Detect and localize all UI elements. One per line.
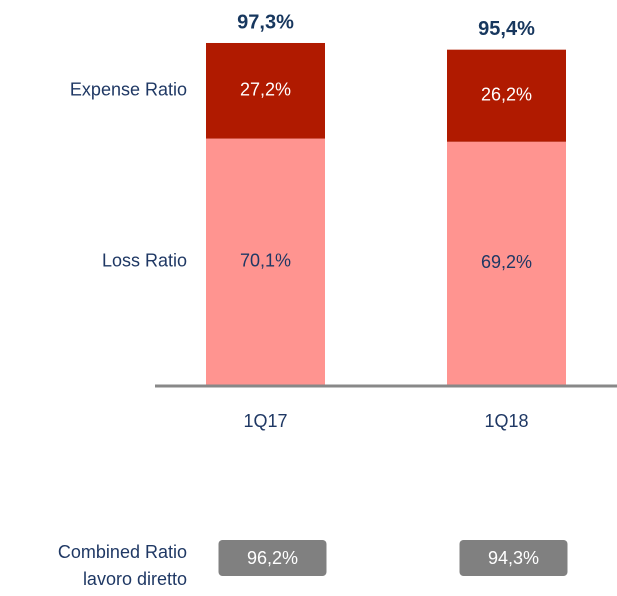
combined-label: Combined Ratio (58, 542, 187, 562)
value-label: 26,2% (481, 84, 532, 104)
value-label: 70,1% (240, 251, 291, 271)
value-label: 69,2% (481, 252, 532, 272)
total-label: 95,4% (478, 18, 535, 40)
value-label: 27,2% (240, 80, 291, 100)
series-label: Expense Ratio (70, 80, 187, 100)
total-label: 97,3% (237, 11, 294, 33)
bar-segment (447, 49, 566, 142)
x-tick-label: 1Q18 (484, 411, 528, 431)
series-label: Loss Ratio (102, 251, 187, 271)
combined-label: lavoro diretto (83, 569, 187, 589)
bar-segment (447, 141, 566, 385)
combined-value: 96,2% (247, 548, 298, 568)
combined-box (459, 540, 568, 576)
x-tick-label: 1Q17 (243, 411, 287, 431)
bar-segment (206, 138, 325, 385)
bar-segment (206, 42, 325, 139)
combined-box (218, 540, 327, 576)
combined-value: 94,3% (488, 548, 539, 568)
